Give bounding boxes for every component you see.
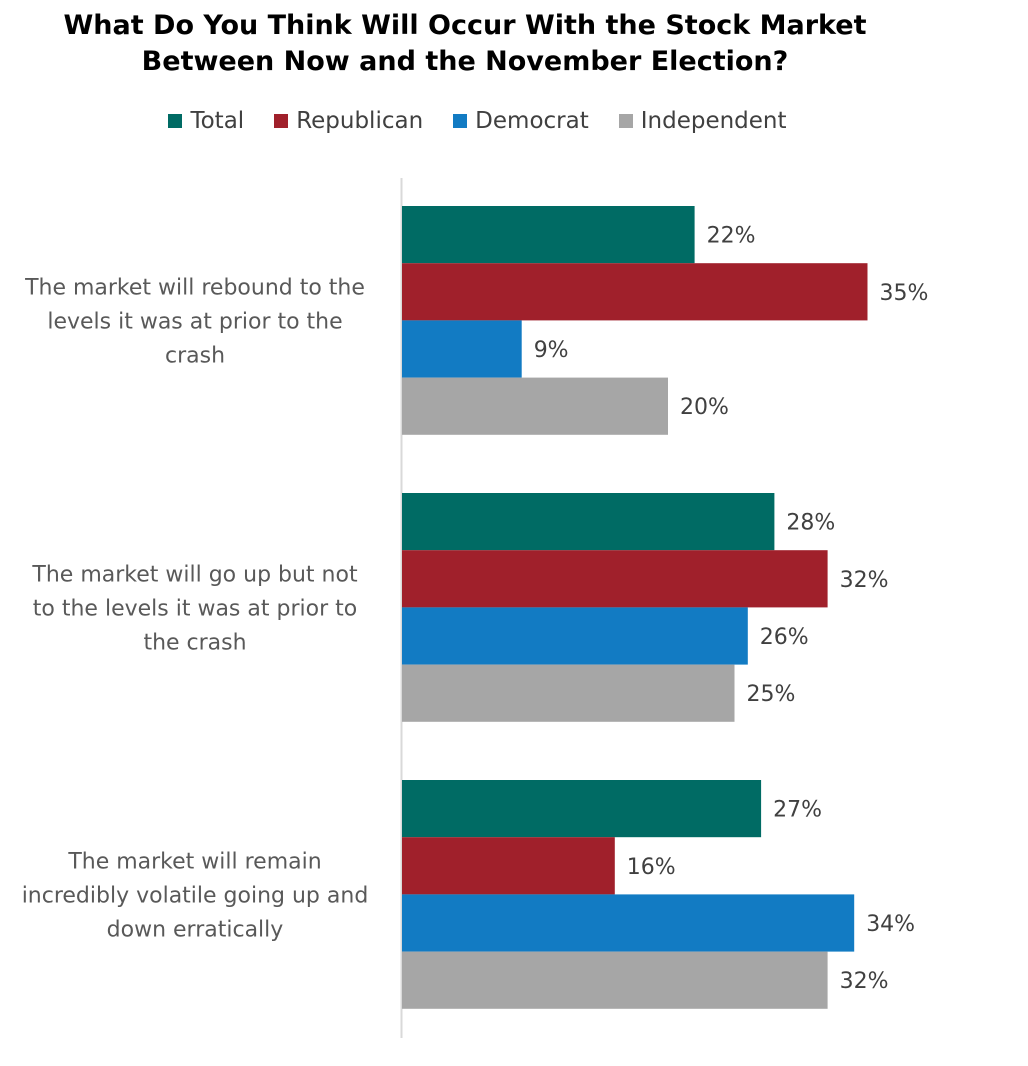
- value-label-democrat-1: 9%: [534, 338, 569, 363]
- bar-total-1: [402, 206, 695, 264]
- value-label-total-3: 27%: [773, 798, 822, 823]
- legend: Total Republican Democrat Independent: [0, 108, 955, 134]
- category-label-3: The market will remain incredibly volatil…: [22, 849, 369, 942]
- value-label-republican-2: 32%: [840, 568, 889, 593]
- value-label-independent-1: 20%: [680, 395, 729, 420]
- legend-item-republican: Republican: [274, 108, 423, 134]
- legend-item-democrat: Democrat: [453, 108, 589, 134]
- category-label-3-line-1: The market will remain: [67, 849, 321, 874]
- bar-democrat-2: [402, 607, 748, 665]
- chart-title: What Do You Think Will Occur With the St…: [0, 8, 930, 80]
- bar-republican-2: [402, 550, 828, 608]
- value-label-democrat-2: 26%: [760, 625, 809, 650]
- value-label-republican-3: 16%: [627, 855, 676, 880]
- value-label-total-2: 28%: [786, 511, 835, 536]
- legend-swatch-total: [168, 114, 183, 128]
- legend-item-independent: Independent: [618, 108, 787, 134]
- bar-independent-1: [402, 377, 668, 435]
- value-label-independent-3: 32%: [840, 969, 889, 994]
- value-label-republican-1: 35%: [880, 281, 929, 306]
- legend-swatch-republican: [274, 114, 289, 128]
- bar-republican-3: [402, 837, 615, 895]
- bar-independent-2: [402, 664, 735, 722]
- category-label-3-line-2: incredibly volatile going up and: [22, 883, 369, 908]
- legend-label-republican: Republican: [296, 108, 424, 134]
- value-label-total-1: 22%: [707, 224, 756, 249]
- bar-total-3: [402, 780, 762, 838]
- category-label-2-line-1: The market will go up but not: [31, 562, 358, 587]
- category-label-3-line-3: down erratically: [107, 917, 284, 942]
- category-label-1-line-3: crash: [165, 343, 225, 368]
- legend-swatch-democrat: [453, 114, 468, 128]
- category-label-2-line-3: the crash: [143, 630, 246, 655]
- legend-item-total: Total: [168, 108, 244, 134]
- category-label-1-line-2: levels it was at prior to the: [47, 309, 342, 334]
- category-label-2: The market will go up but not to the leve…: [31, 562, 358, 655]
- chart-title-line-1: What Do You Think Will Occur With the St…: [63, 10, 867, 41]
- value-label-independent-2: 25%: [747, 682, 796, 707]
- category-label-1: The market will rebound to the levels it …: [24, 275, 365, 368]
- bar-democrat-1: [402, 320, 522, 378]
- legend-label-democrat: Democrat: [475, 108, 589, 134]
- legend-label-independent: Independent: [640, 108, 787, 134]
- category-label-1-line-1: The market will rebound to the: [24, 275, 365, 300]
- bar-total-2: [402, 493, 775, 551]
- legend-label-total: Total: [190, 108, 245, 134]
- bar-republican-1: [402, 263, 868, 321]
- bar-democrat-3: [402, 894, 855, 952]
- category-label-2-line-2: to the levels it was at prior to: [33, 596, 357, 621]
- bar-independent-3: [402, 951, 828, 1009]
- legend-swatch-independent: [618, 114, 633, 128]
- chart-title-line-2: Between Now and the November Election?: [141, 46, 789, 77]
- value-label-democrat-3: 34%: [866, 912, 915, 937]
